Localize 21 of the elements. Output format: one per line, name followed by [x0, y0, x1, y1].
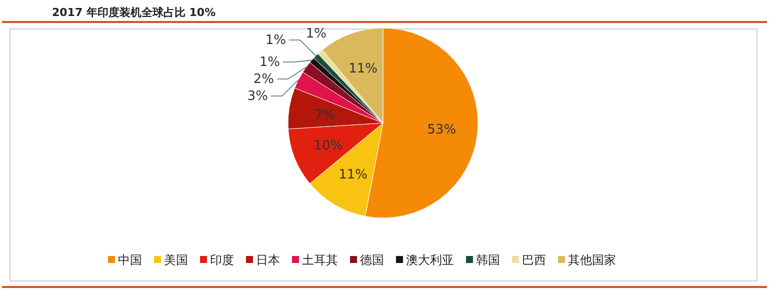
legend-label: 巴西	[522, 253, 546, 267]
legend-label: 土耳其	[302, 253, 338, 267]
data-label: 53%	[427, 122, 456, 138]
data-label: 2%	[253, 72, 274, 87]
data-label: 10%	[314, 138, 343, 154]
legend-label: 澳大利亚	[406, 253, 454, 267]
data-label: 7%	[314, 108, 336, 123]
legend-label: 日本	[256, 253, 280, 267]
legend-label: 韩国	[476, 253, 500, 267]
data-label: 1%	[306, 26, 326, 42]
data-label: 11%	[338, 168, 368, 183]
chart-title: 2017 年印度装机全球占比 10%	[52, 6, 216, 19]
data-label: 1%	[265, 33, 286, 48]
legend-label: 德国	[360, 253, 384, 267]
data-label: 11%	[348, 62, 378, 77]
legend-label: 印度	[210, 253, 234, 267]
data-label: 3%	[247, 89, 268, 104]
legend-label: 其他国家	[568, 253, 616, 267]
data-label: 1%	[259, 55, 280, 70]
legend-label: 中国	[118, 253, 142, 267]
legend-label: 美国	[164, 253, 188, 267]
